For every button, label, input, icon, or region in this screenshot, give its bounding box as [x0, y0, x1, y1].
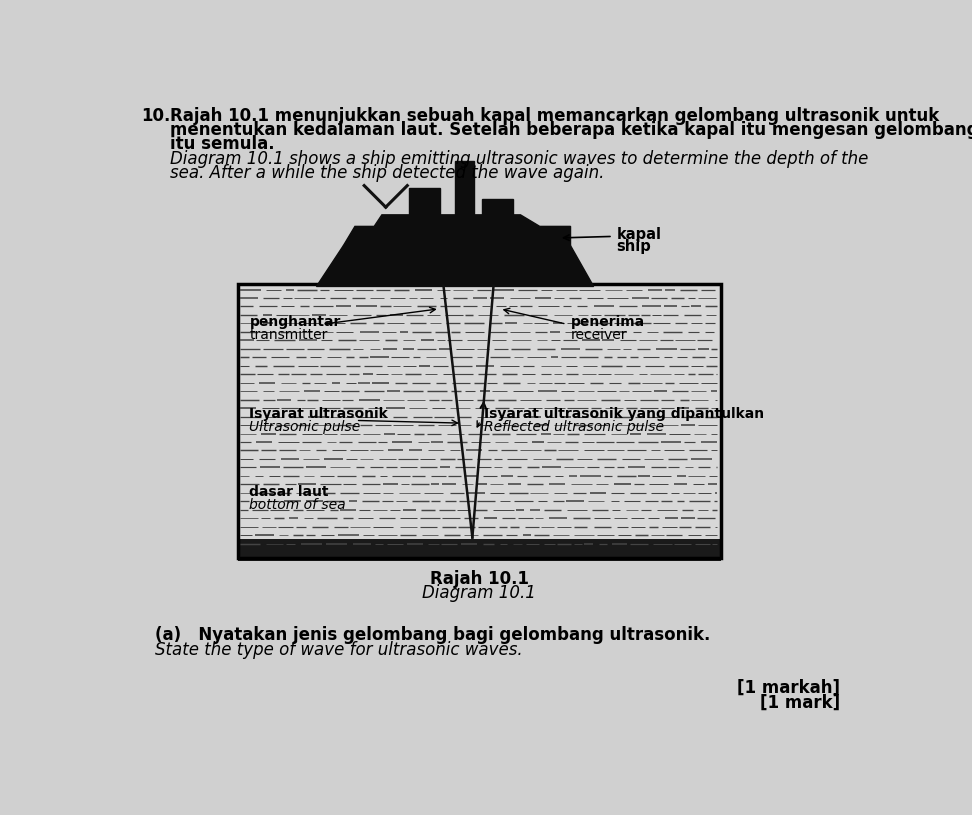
Text: penerima: penerima: [571, 315, 644, 329]
Text: kapal: kapal: [616, 227, 662, 242]
Text: Rajah 10.1: Rajah 10.1: [430, 570, 529, 588]
Text: [1 markah]: [1 markah]: [737, 678, 840, 696]
Text: bottom of sea: bottom of sea: [250, 498, 346, 512]
Text: Ultrasonic pulse: Ultrasonic pulse: [250, 421, 361, 434]
Text: transmitter: transmitter: [250, 328, 328, 342]
Text: dasar laut: dasar laut: [250, 485, 329, 499]
Polygon shape: [482, 200, 513, 215]
Text: Isyarat ultrasonik: Isyarat ultrasonik: [250, 408, 388, 421]
Text: Diagram 10.1 shows a ship emitting ultrasonic waves to determine the depth of th: Diagram 10.1 shows a ship emitting ultra…: [170, 150, 869, 168]
Text: State the type of wave for ultrasonic waves.: State the type of wave for ultrasonic wa…: [155, 641, 522, 659]
Polygon shape: [317, 245, 594, 286]
Text: receiver: receiver: [571, 328, 627, 342]
Bar: [238, 284, 720, 558]
Polygon shape: [455, 161, 474, 215]
Text: 10.: 10.: [141, 107, 170, 125]
Bar: [238, 539, 720, 561]
Text: Isyarat ultrasonik yang dipantulkan: Isyarat ultrasonik yang dipantulkan: [484, 408, 764, 421]
Text: Diagram 10.1: Diagram 10.1: [423, 584, 537, 602]
Text: itu semula.: itu semula.: [170, 134, 275, 152]
Text: (a)   Nyatakan jenis gelombang bagi gelombang ultrasonik.: (a) Nyatakan jenis gelombang bagi gelomb…: [155, 626, 711, 644]
Text: ship: ship: [616, 240, 651, 254]
Text: Rajah 10.1 menunjukkan sebuah kapal memancarkan gelombang ultrasonik untuk: Rajah 10.1 menunjukkan sebuah kapal mema…: [170, 107, 939, 125]
Text: Reflected ultrasonic pulse: Reflected ultrasonic pulse: [484, 421, 664, 434]
Polygon shape: [343, 215, 571, 245]
Polygon shape: [409, 188, 439, 215]
Text: sea. After a while the ship detected the wave again.: sea. After a while the ship detected the…: [170, 164, 605, 182]
Text: menentukan kedalaman laut. Setelah beberapa ketika kapal itu mengesan gelombang: menentukan kedalaman laut. Setelah beber…: [170, 121, 972, 139]
Bar: [238, 284, 720, 558]
Text: penghantar: penghantar: [250, 315, 341, 329]
Text: [1 mark]: [1 mark]: [760, 694, 840, 711]
